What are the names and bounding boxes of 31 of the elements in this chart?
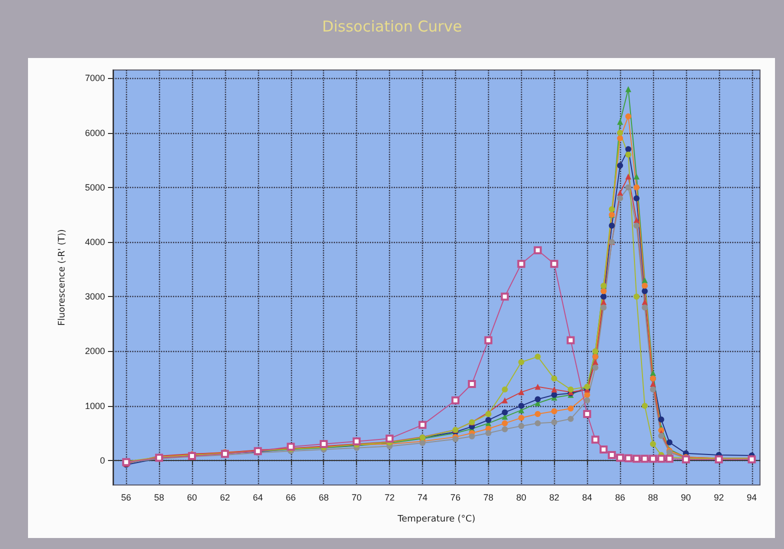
y-tick-label: 0 — [100, 455, 105, 466]
x-tick-label: 82 — [549, 492, 560, 502]
x-tick-label: 74 — [418, 492, 428, 502]
y-tick-label: 5000 — [84, 182, 105, 192]
y-tick-label: 2000 — [84, 346, 105, 356]
x-tick-label: 94 — [746, 492, 757, 502]
y-tick-label: 3000 — [84, 292, 105, 302]
x-tick-label: 66 — [286, 492, 296, 502]
x-tick-label: 62 — [220, 492, 230, 502]
x-tick-label: 70 — [352, 492, 362, 502]
x-tick-label: 80 — [516, 492, 526, 502]
x-tick-label: 64 — [252, 492, 263, 502]
y-tick-label: 7000 — [84, 73, 105, 84]
x-tick-label: 84 — [582, 492, 592, 502]
x-tick-label: 78 — [483, 492, 494, 502]
x-tick-label: 68 — [318, 492, 329, 502]
y-tick-label: 6000 — [84, 128, 105, 138]
x-tick-label: 86 — [615, 492, 626, 502]
x-tick-label: 92 — [714, 492, 724, 502]
y-axis-title: Fluorescence (-R' (T)) — [58, 229, 68, 326]
x-tick-label: 88 — [648, 492, 658, 502]
y-tick-label: 1000 — [84, 400, 105, 411]
x-tick-label: 90 — [680, 492, 691, 502]
x-tick-label: 72 — [384, 492, 395, 502]
chart-title: Dissociation Curve — [322, 18, 462, 36]
x-tick-label: 60 — [187, 492, 198, 502]
y-tick-label: 4000 — [84, 237, 105, 248]
x-axis-title: Temperature (°C) — [396, 514, 476, 524]
x-tick-label: 58 — [154, 492, 164, 502]
x-tick-label: 76 — [450, 492, 460, 502]
x-tick-label: 56 — [121, 492, 132, 502]
